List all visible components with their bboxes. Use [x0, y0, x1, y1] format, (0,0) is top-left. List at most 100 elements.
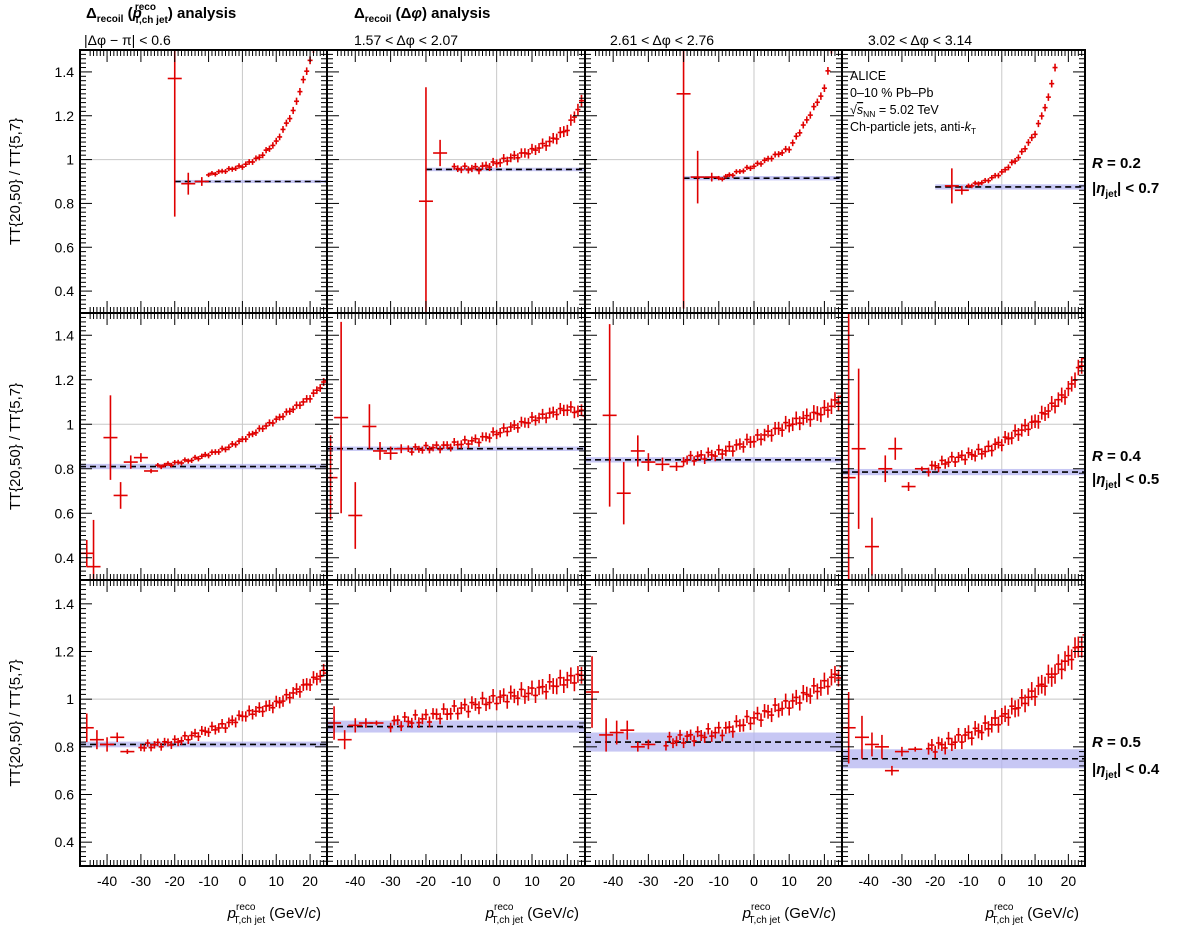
data-point	[691, 735, 697, 747]
data-point	[388, 722, 394, 733]
data-point	[540, 408, 546, 420]
data-point	[992, 710, 998, 726]
data-point	[568, 667, 574, 684]
data-point	[199, 453, 205, 459]
data-point	[508, 685, 514, 700]
data-point	[543, 683, 549, 700]
data-point	[310, 389, 316, 397]
data-point	[825, 67, 831, 75]
data-point	[1062, 389, 1068, 405]
data-point	[529, 143, 535, 154]
data-point	[1039, 674, 1045, 694]
data-point	[599, 718, 614, 752]
data-point	[1002, 166, 1008, 173]
data-point	[751, 163, 757, 170]
data-point	[1039, 112, 1045, 120]
data-point	[561, 676, 567, 694]
data-point	[1055, 392, 1061, 408]
data-point	[270, 702, 276, 714]
data-point	[1032, 130, 1038, 138]
data-point	[497, 690, 503, 704]
data-point	[543, 412, 549, 424]
data-point	[677, 729, 683, 741]
axis-ticks	[842, 579, 1086, 867]
data-point	[540, 138, 546, 149]
data-point	[172, 735, 178, 744]
data-point	[434, 708, 440, 720]
data-point	[490, 427, 496, 437]
data-point	[779, 149, 785, 157]
data-point	[691, 456, 697, 466]
data-point	[999, 439, 1005, 452]
panel-frame	[584, 579, 843, 867]
data-point	[236, 438, 242, 445]
data-point	[952, 735, 958, 749]
data-point	[395, 715, 401, 725]
data-point	[229, 715, 235, 726]
panel-frame	[326, 49, 586, 314]
data-point	[179, 460, 185, 466]
data-point	[705, 447, 711, 458]
data-point	[533, 415, 539, 426]
data-point	[702, 731, 708, 743]
data-point	[168, 740, 174, 750]
data-point	[536, 412, 542, 424]
data-point	[1015, 699, 1021, 717]
data-point	[684, 730, 690, 742]
fit-uncertainty-band	[174, 179, 327, 184]
data-point	[946, 457, 952, 468]
data-point	[949, 737, 955, 752]
data-point	[946, 731, 952, 745]
data-point	[854, 715, 869, 759]
data-point	[418, 87, 433, 313]
data-point	[494, 429, 500, 440]
data-point	[529, 680, 535, 696]
data-point	[260, 152, 266, 159]
data-point	[1065, 380, 1071, 397]
data-point	[969, 449, 975, 461]
data-point	[458, 440, 464, 449]
data-point	[219, 445, 225, 452]
data-point	[719, 729, 725, 742]
data-point	[165, 738, 171, 747]
data-point	[828, 668, 834, 686]
data-point	[582, 670, 585, 688]
data-point	[769, 708, 775, 723]
data-point	[1009, 159, 1015, 166]
data-point	[1009, 697, 1015, 715]
data-point	[233, 441, 239, 448]
data-point	[226, 444, 232, 451]
data-point	[821, 672, 827, 689]
data-point	[979, 180, 985, 186]
data-point	[688, 450, 694, 461]
data-point	[483, 432, 489, 442]
panel-plot-area	[327, 580, 585, 866]
data-point	[216, 723, 222, 733]
data-point	[158, 742, 164, 751]
panel-plot-area	[80, 313, 327, 580]
data-point	[1012, 424, 1018, 438]
data-point	[383, 446, 398, 460]
data-point	[423, 441, 429, 450]
data-point	[250, 430, 256, 438]
data-point	[999, 169, 1005, 175]
data-point	[755, 428, 761, 442]
axis-ticks	[585, 579, 843, 867]
data-point	[712, 450, 718, 462]
data-point	[324, 376, 327, 385]
data-point	[975, 443, 981, 455]
data-point	[280, 695, 286, 707]
panel-plot-area	[842, 580, 1085, 866]
data-point	[525, 686, 531, 701]
data-point	[337, 730, 352, 750]
data-point	[409, 717, 415, 729]
data-point	[504, 694, 510, 709]
data-point	[250, 708, 256, 720]
data-point	[674, 736, 680, 747]
data-point	[776, 151, 782, 158]
data-point	[733, 439, 739, 451]
data-point	[462, 698, 468, 711]
data-point	[465, 705, 471, 718]
data-point	[100, 737, 115, 752]
data-point	[818, 679, 824, 696]
